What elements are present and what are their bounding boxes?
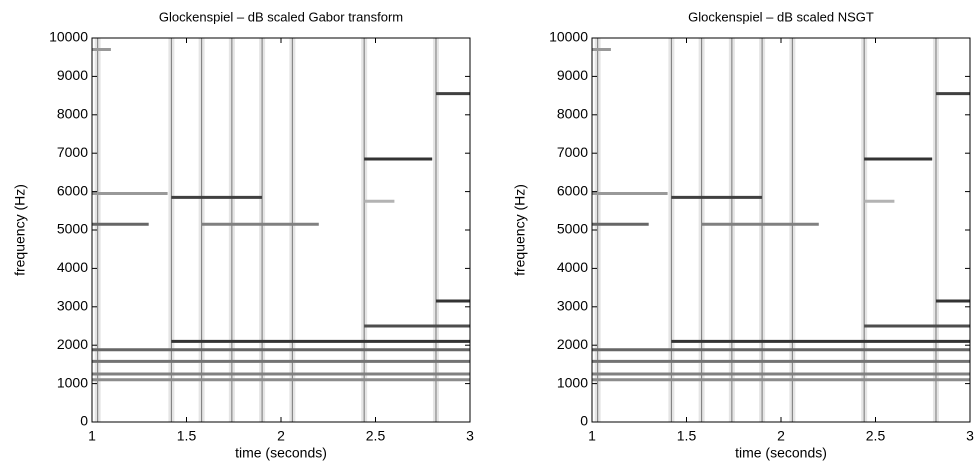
chart-title: Glockenspiel – dB scaled Gabor transform bbox=[159, 9, 403, 24]
x-tick-label: 1.5 bbox=[177, 428, 197, 444]
y-tick-label: 2000 bbox=[57, 336, 88, 352]
y-tick-label: 3000 bbox=[57, 298, 88, 314]
x-tick-label: 3 bbox=[966, 428, 974, 444]
chart-title: Glockenspiel – dB scaled NSGT bbox=[688, 9, 874, 24]
x-tick-label: 3 bbox=[466, 428, 474, 444]
x-axis-label: time (seconds) bbox=[235, 445, 327, 461]
y-tick-label: 0 bbox=[580, 413, 588, 429]
plot-area bbox=[92, 38, 470, 422]
y-tick-label: 8000 bbox=[557, 106, 588, 122]
y-tick-label: 0 bbox=[80, 413, 88, 429]
y-tick-label: 3000 bbox=[557, 298, 588, 314]
x-tick-label: 2.5 bbox=[366, 428, 386, 444]
x-axis-label: time (seconds) bbox=[735, 445, 827, 461]
y-tick-label: 5000 bbox=[57, 221, 88, 237]
y-tick-label: 9000 bbox=[557, 67, 588, 83]
x-tick-label: 2 bbox=[277, 428, 285, 444]
y-tick-label: 10000 bbox=[49, 29, 88, 45]
x-tick-label: 2.5 bbox=[866, 428, 886, 444]
y-tick-label: 4000 bbox=[57, 259, 88, 275]
y-tick-label: 8000 bbox=[57, 106, 88, 122]
y-axis-label: frequency (Hz) bbox=[512, 184, 528, 276]
x-tick-label: 1 bbox=[588, 428, 596, 444]
spectrogram-panel: 1 1.5 2 2.5 3 0 1000 2000 3000 4000 5000 6000 7000 80… bbox=[512, 9, 974, 460]
y-tick-label: 7000 bbox=[557, 144, 588, 160]
x-tick-label: 1 bbox=[88, 428, 96, 444]
y-tick-label: 9000 bbox=[57, 67, 88, 83]
x-tick-label: 2 bbox=[777, 428, 785, 444]
y-tick-label: 4000 bbox=[557, 259, 588, 275]
y-tick-label: 6000 bbox=[557, 182, 588, 198]
y-tick-label: 7000 bbox=[57, 144, 88, 160]
y-axis-label: frequency (Hz) bbox=[12, 184, 28, 276]
y-tick-label: 1000 bbox=[557, 374, 588, 390]
y-tick-label: 5000 bbox=[557, 221, 588, 237]
spectrogram-panel: 1 1.5 2 2.5 3 0 1000 2000 3000 4000 5000 6000 7000 80… bbox=[12, 9, 474, 460]
plot-area bbox=[592, 38, 970, 422]
y-tick-label: 1000 bbox=[57, 374, 88, 390]
y-tick-label: 10000 bbox=[549, 29, 588, 45]
y-tick-label: 6000 bbox=[57, 182, 88, 198]
y-tick-label: 2000 bbox=[557, 336, 588, 352]
x-tick-label: 1.5 bbox=[677, 428, 697, 444]
